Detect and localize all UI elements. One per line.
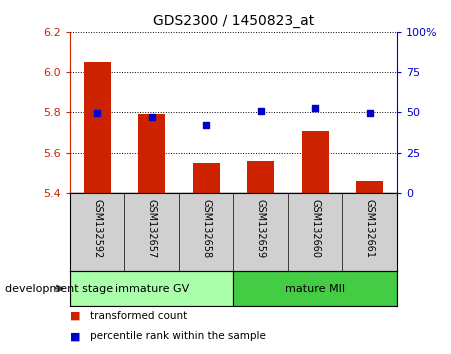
Text: GSM132592: GSM132592	[92, 199, 102, 258]
Text: immature GV: immature GV	[115, 284, 189, 293]
Point	[148, 115, 155, 120]
Text: ■: ■	[70, 311, 80, 321]
Point	[202, 122, 210, 128]
Bar	[138, 114, 165, 193]
Text: development stage: development stage	[5, 284, 113, 293]
Text: GSM132657: GSM132657	[147, 199, 156, 258]
Point	[312, 105, 319, 111]
Text: GSM132658: GSM132658	[201, 199, 211, 258]
Text: GSM132660: GSM132660	[310, 199, 320, 258]
Bar	[302, 131, 329, 193]
FancyBboxPatch shape	[70, 271, 234, 306]
Text: GSM132661: GSM132661	[364, 199, 375, 258]
Bar	[193, 163, 220, 193]
FancyBboxPatch shape	[234, 271, 397, 306]
Text: GSM132659: GSM132659	[256, 199, 266, 258]
Text: ■: ■	[70, 331, 80, 341]
Title: GDS2300 / 1450823_at: GDS2300 / 1450823_at	[153, 14, 314, 28]
Text: transformed count: transformed count	[90, 311, 188, 321]
Point	[257, 109, 264, 114]
Text: mature MII: mature MII	[285, 284, 345, 293]
Point	[366, 110, 373, 116]
Bar	[247, 161, 274, 193]
Bar	[83, 62, 111, 193]
Text: percentile rank within the sample: percentile rank within the sample	[90, 331, 266, 341]
Bar	[356, 181, 383, 193]
Point	[93, 110, 101, 116]
